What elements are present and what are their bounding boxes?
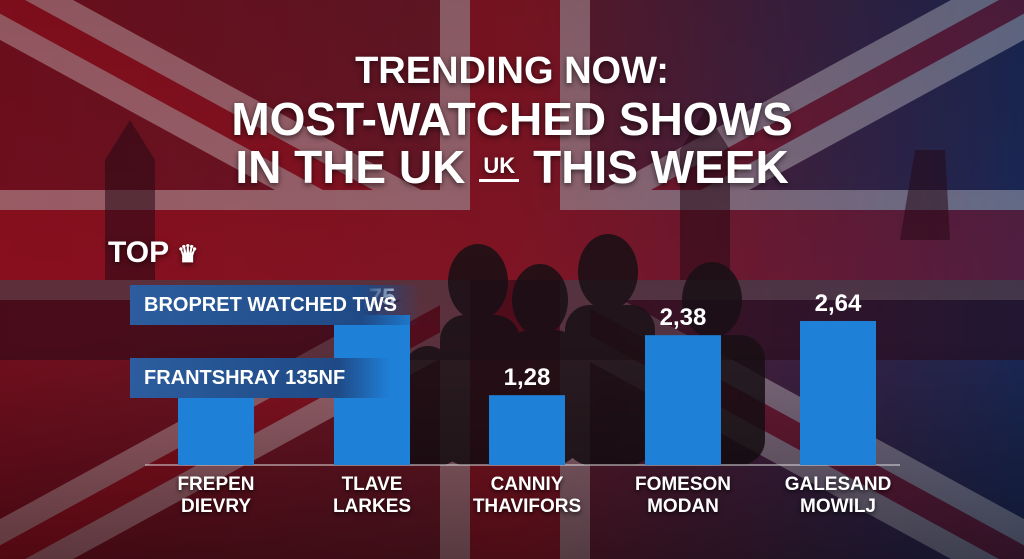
x-tick-label: FREPEN DIEVRY bbox=[177, 474, 255, 517]
title-part: THIS WEEK bbox=[533, 141, 789, 193]
value-label: 2,38 bbox=[660, 304, 707, 331]
top-label: TOP ♛ bbox=[108, 236, 198, 270]
value-label: 2,64 bbox=[815, 290, 862, 317]
banner: FRANTSHRAY 135NF bbox=[130, 358, 390, 398]
x-tick-label: TLAVE LARKES bbox=[332, 474, 412, 517]
x-tick-label: FOMESON MODAN bbox=[634, 474, 732, 517]
x-tick-label: GALESAND MOWILJ bbox=[784, 474, 892, 517]
value-label: 1,28 bbox=[504, 364, 551, 391]
title-line: IN THE UK UK THIS WEEK bbox=[0, 140, 1024, 194]
top-text: TOP bbox=[108, 236, 169, 269]
bar bbox=[178, 396, 254, 465]
kicker: TRENDING NOW: bbox=[355, 50, 669, 92]
title: MOST-WATCHED SHOWS bbox=[231, 93, 793, 145]
bar bbox=[800, 321, 876, 465]
banner: BROPRET WATCHED TWS bbox=[130, 285, 420, 325]
x-tick-label: CANNIY THAVIFORS bbox=[472, 474, 582, 517]
title-part: IN THE UK bbox=[235, 141, 466, 193]
badge: UK bbox=[479, 153, 520, 182]
bar bbox=[645, 335, 721, 465]
crown-icon: ♛ bbox=[176, 241, 199, 268]
bar bbox=[489, 395, 565, 465]
